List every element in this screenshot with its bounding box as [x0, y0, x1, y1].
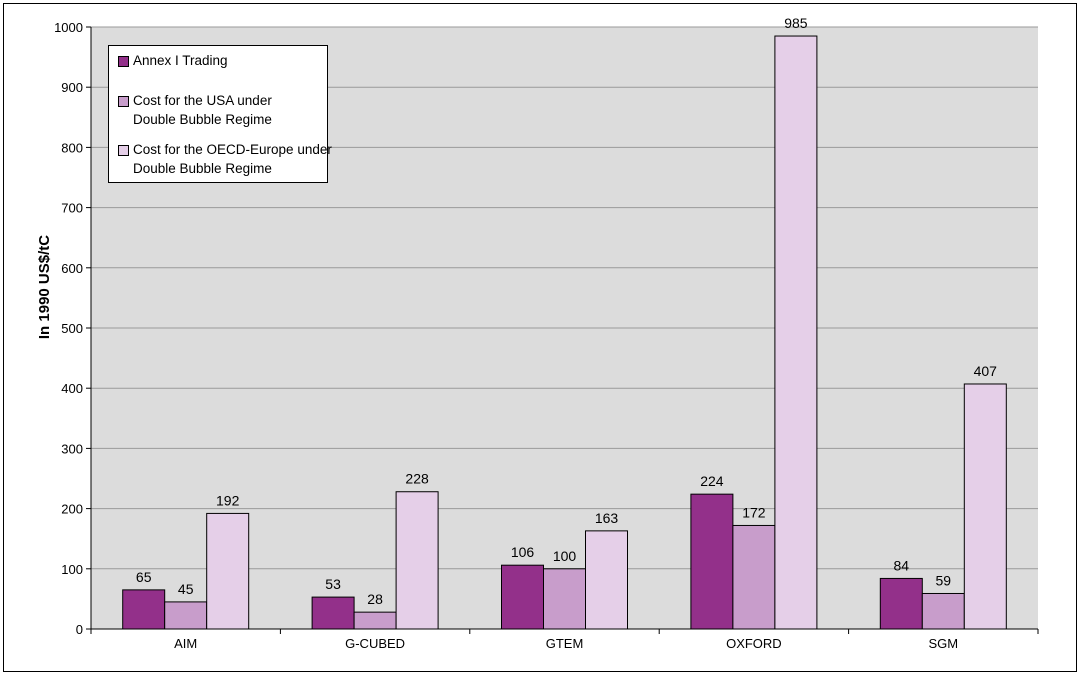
legend-label: Annex I Trading — [133, 53, 228, 68]
x-tick-label: GTEM — [546, 636, 584, 651]
legend: Annex I Trading Cost for the USA under D… — [108, 45, 332, 183]
y-tick-label: 200 — [61, 502, 83, 517]
x-tick-label: OXFORD — [726, 636, 782, 651]
bar — [164, 601, 208, 630]
bar — [963, 383, 1007, 630]
data-label: 228 — [405, 471, 429, 487]
bar — [353, 611, 397, 630]
x-tick-label: SGM — [928, 636, 958, 651]
bar — [206, 512, 250, 630]
bars — [122, 35, 1007, 630]
bar — [311, 596, 355, 630]
data-label: 172 — [742, 504, 766, 520]
data-label: 224 — [700, 473, 724, 489]
y-tick-label: 0 — [76, 622, 83, 637]
legend-swatch — [118, 145, 129, 156]
legend-item-annex: Annex I Trading — [118, 51, 333, 70]
data-label: 59 — [936, 572, 952, 588]
data-label: 53 — [325, 576, 341, 592]
y-tick-label: 100 — [61, 562, 83, 577]
legend-swatch — [118, 56, 129, 67]
y-tick-label: 300 — [61, 441, 83, 456]
y-tick-label: 800 — [61, 140, 83, 155]
bar — [732, 524, 776, 630]
data-labels: 65 45 192 53 28 228 106 100 163 224 172 985 84 59 407 — [136, 15, 997, 607]
bar — [774, 35, 818, 630]
bar — [921, 592, 965, 630]
legend-item-europe: Cost for the OECD-Europe under Double Bu… — [118, 140, 338, 178]
y-tick-label: 1000 — [54, 20, 83, 35]
data-label: 84 — [894, 557, 910, 573]
y-tick-label: 500 — [61, 321, 83, 336]
y-tick-label: 700 — [61, 201, 83, 216]
data-label: 106 — [511, 544, 535, 560]
data-label: 163 — [595, 510, 619, 526]
data-label: 65 — [136, 569, 152, 585]
legend-label: Cost for the USA under Double Bubble Reg… — [133, 93, 272, 127]
y-axis-label: In 1990 US$/tC — [36, 235, 53, 339]
axes: 0 100 200 300 400 500 600 700 800 900 1000 AIM G-CUB… — [54, 20, 1039, 651]
data-label: 192 — [216, 492, 240, 508]
bar — [879, 577, 923, 630]
y-tick-label: 400 — [61, 381, 83, 396]
data-label: 100 — [553, 548, 577, 564]
legend-item-usa: Cost for the USA under Double Bubble Reg… — [118, 91, 298, 129]
data-label: 28 — [367, 591, 383, 607]
bar — [501, 564, 544, 630]
legend-swatch — [118, 96, 129, 107]
bar — [543, 568, 586, 630]
data-label: 985 — [784, 15, 808, 31]
y-tick-label: 900 — [61, 80, 83, 95]
bar — [395, 491, 439, 630]
x-tick-label: G-CUBED — [345, 636, 405, 651]
data-label: 407 — [974, 363, 998, 379]
data-label: 45 — [178, 581, 194, 597]
gridlines — [91, 26, 1038, 570]
bar — [122, 589, 166, 630]
legend-label: Cost for the OECD-Europe under Double Bu… — [133, 142, 332, 176]
y-tick-label: 600 — [61, 261, 83, 276]
bar — [585, 530, 628, 630]
x-tick-label: AIM — [174, 636, 197, 651]
bar — [690, 493, 734, 630]
